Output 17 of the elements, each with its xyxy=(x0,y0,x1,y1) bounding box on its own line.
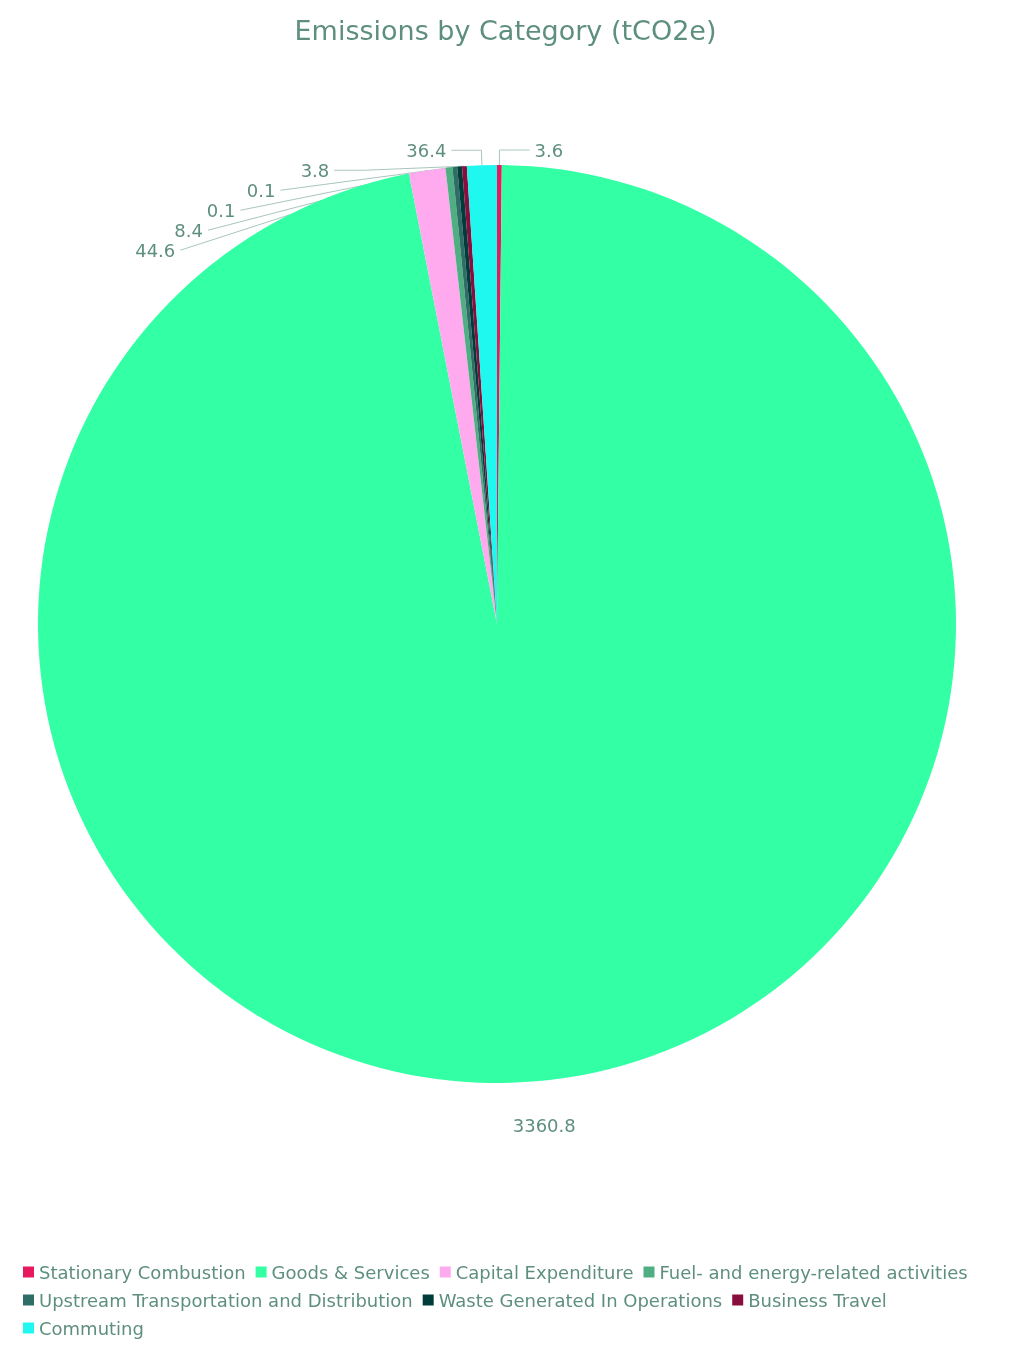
data-label: 44.6 xyxy=(135,239,176,261)
legend-label: Goods & Services xyxy=(271,1261,430,1283)
data-label: 0.1 xyxy=(206,199,236,221)
legend-label: Stationary Combustion xyxy=(39,1261,246,1283)
legend-label: Fuel- and energy-related activities xyxy=(659,1261,968,1283)
data-label: 8.4 xyxy=(174,219,203,241)
chart-title: Emissions by Category (tCO2e) xyxy=(294,15,717,46)
data-label: 3.8 xyxy=(300,159,330,181)
data-label: 3360.8 xyxy=(512,1115,576,1137)
data-label: 0.1 xyxy=(246,179,276,201)
legend-label: Upstream Transportation and Distribution xyxy=(39,1289,413,1311)
data-label: 3.6 xyxy=(534,139,564,161)
legend-label: Waste Generated In Operations xyxy=(438,1289,723,1311)
data-label: 36.4 xyxy=(406,139,447,161)
legend-label: Commuting xyxy=(39,1317,144,1339)
legend-label: Capital Expenditure xyxy=(455,1261,634,1283)
legend-label: Business Travel xyxy=(748,1289,887,1311)
